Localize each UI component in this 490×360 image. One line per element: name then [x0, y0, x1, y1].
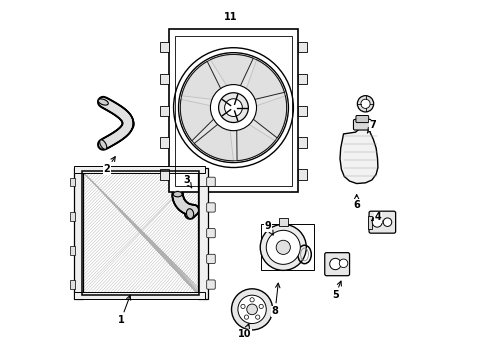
Polygon shape	[180, 62, 224, 141]
Text: 10: 10	[238, 324, 252, 339]
FancyBboxPatch shape	[207, 254, 215, 264]
Circle shape	[250, 298, 254, 302]
FancyBboxPatch shape	[325, 253, 349, 276]
Bar	[70, 177, 75, 186]
Circle shape	[256, 315, 260, 319]
Polygon shape	[182, 54, 253, 100]
Bar	[160, 169, 169, 180]
Circle shape	[259, 304, 263, 309]
Bar	[368, 216, 371, 229]
Bar	[261, 224, 314, 270]
Bar	[298, 74, 307, 84]
FancyBboxPatch shape	[353, 120, 371, 130]
Bar	[160, 138, 169, 148]
Polygon shape	[210, 54, 284, 102]
Bar	[160, 42, 169, 53]
Circle shape	[247, 304, 257, 315]
FancyBboxPatch shape	[207, 280, 215, 289]
FancyBboxPatch shape	[369, 211, 395, 233]
FancyBboxPatch shape	[356, 116, 368, 123]
Bar	[70, 212, 75, 221]
Bar	[160, 74, 169, 84]
Text: 5: 5	[332, 281, 342, 300]
Polygon shape	[340, 127, 378, 184]
Circle shape	[238, 295, 266, 324]
Bar	[279, 218, 288, 226]
FancyBboxPatch shape	[207, 177, 215, 186]
Bar	[169, 30, 298, 192]
Bar	[70, 280, 75, 289]
Bar	[74, 166, 205, 173]
Circle shape	[361, 99, 370, 108]
Bar	[298, 105, 307, 116]
Bar	[74, 168, 83, 299]
Text: 3: 3	[183, 175, 192, 188]
Circle shape	[330, 258, 341, 270]
Polygon shape	[194, 119, 275, 161]
Polygon shape	[243, 60, 287, 138]
Circle shape	[245, 315, 248, 319]
Ellipse shape	[99, 140, 107, 149]
Polygon shape	[237, 96, 287, 161]
Text: 1: 1	[118, 295, 131, 325]
Circle shape	[210, 85, 257, 131]
Text: 6: 6	[353, 194, 360, 210]
Bar	[198, 168, 208, 299]
Circle shape	[357, 96, 374, 112]
Text: 8: 8	[271, 283, 280, 316]
Circle shape	[266, 230, 300, 264]
Bar	[298, 138, 307, 148]
Bar	[160, 105, 169, 116]
Circle shape	[276, 240, 291, 255]
Text: 4: 4	[371, 212, 381, 222]
Circle shape	[372, 217, 382, 227]
Ellipse shape	[187, 209, 194, 219]
Circle shape	[224, 99, 243, 117]
Text: 2: 2	[103, 157, 115, 174]
Bar	[74, 292, 205, 299]
Polygon shape	[180, 99, 233, 161]
Bar	[70, 246, 75, 255]
Bar	[298, 169, 307, 180]
Circle shape	[232, 289, 272, 330]
Circle shape	[260, 224, 306, 270]
Bar	[175, 36, 292, 186]
Ellipse shape	[173, 192, 182, 197]
FancyBboxPatch shape	[207, 229, 215, 238]
Ellipse shape	[98, 99, 108, 105]
Bar	[298, 42, 307, 53]
Text: 11: 11	[224, 12, 238, 22]
FancyBboxPatch shape	[207, 203, 215, 212]
Text: 9: 9	[265, 221, 273, 235]
Bar	[82, 171, 199, 295]
Circle shape	[241, 304, 245, 309]
Circle shape	[219, 93, 248, 122]
Circle shape	[339, 259, 348, 267]
Circle shape	[383, 218, 392, 226]
Text: 7: 7	[368, 120, 376, 133]
